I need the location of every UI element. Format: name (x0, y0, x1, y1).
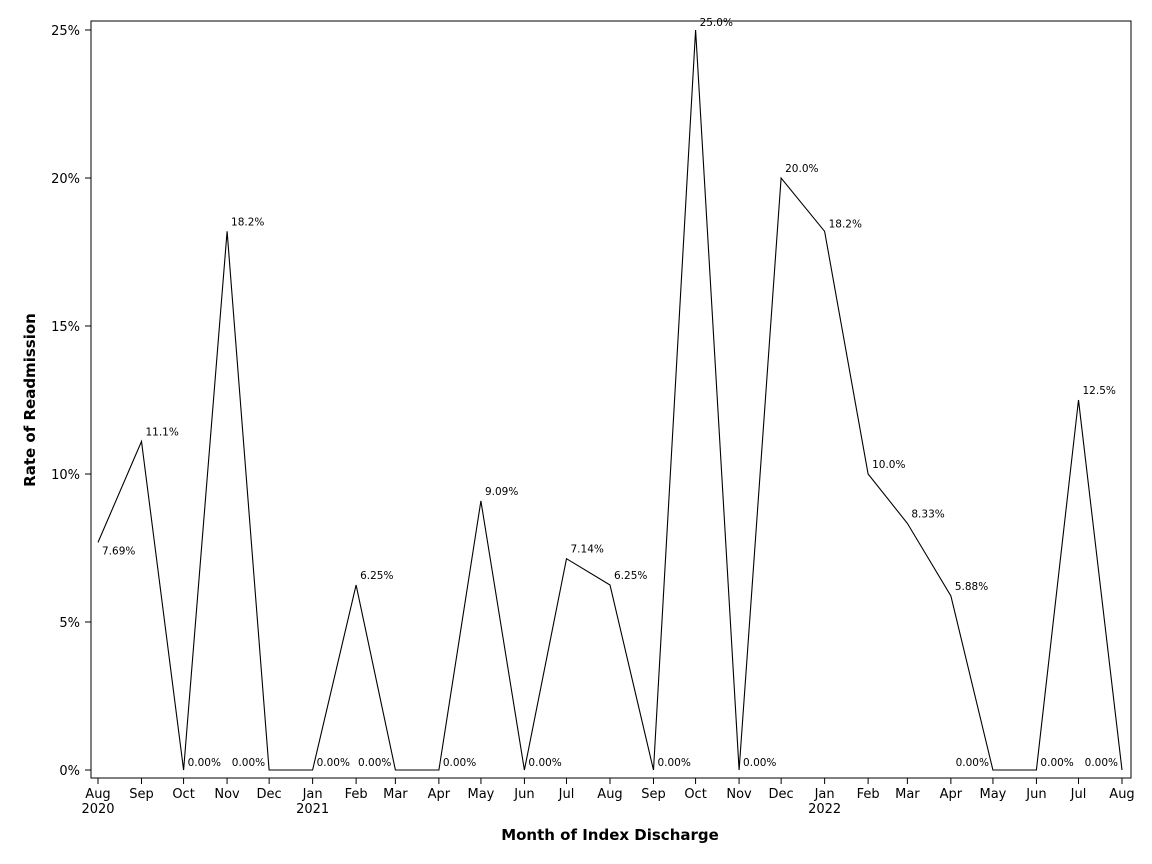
data-label: 0.00% (1040, 757, 1073, 769)
data-label: 0.00% (528, 757, 561, 769)
x-tick-label: Oct (172, 787, 194, 802)
x-tick-label: Jun (1025, 787, 1046, 802)
data-label: 10.0% (872, 459, 905, 471)
data-label: 7.69% (102, 545, 135, 557)
y-tick-label: 10% (51, 468, 80, 483)
x-tick-label: Jun (513, 787, 534, 802)
x-axis-title: Month of Index Discharge (501, 826, 719, 844)
series-line (97, 29, 1123, 771)
data-label: 0.00% (743, 757, 776, 769)
data-label: 9.09% (485, 486, 518, 498)
data-label: 0.00% (956, 757, 989, 769)
x-tick-label: Aug (1109, 787, 1134, 802)
x-tick-label: Apr (428, 787, 451, 802)
x-tick-label: Feb (345, 787, 368, 802)
x-year-label: 2020 (81, 802, 114, 817)
x-tick-label: Nov (726, 787, 752, 802)
x-tick-label: Jul (558, 787, 575, 802)
x-tick-label: Jan (302, 787, 323, 802)
x-tick-label: Dec (769, 787, 794, 802)
y-tick-label: 5% (59, 616, 80, 631)
data-label: 12.5% (1083, 385, 1116, 397)
data-label: 5.88% (955, 581, 988, 593)
data-label: 18.2% (231, 216, 264, 228)
data-label: 25.0% (700, 17, 733, 29)
x-tick-label: May (468, 787, 495, 802)
y-axis: 0% 5% 10% 15% 20% 25% (51, 24, 91, 779)
data-label: 0.00% (1085, 757, 1118, 769)
y-tick-label: 15% (51, 320, 80, 335)
x-tick-label: Mar (895, 787, 920, 802)
data-label: 0.00% (443, 757, 476, 769)
y-tick-label: 20% (51, 172, 80, 187)
x-tick-label: Aug (85, 787, 110, 802)
data-label: 8.33% (911, 508, 944, 520)
x-tick-label: Feb (857, 787, 880, 802)
y-tick-label: 25% (51, 24, 80, 39)
data-label: 0.00% (358, 757, 391, 769)
data-label: 20.0% (785, 163, 818, 175)
x-tick-label: Aug (597, 787, 622, 802)
x-tick-label: May (980, 787, 1007, 802)
x-tick-label: Sep (129, 787, 154, 802)
data-label: 6.25% (614, 570, 647, 582)
data-label: 6.25% (360, 570, 393, 582)
x-year-label: 2022 (808, 802, 841, 817)
x-tick-label: Mar (383, 787, 408, 802)
x-tick-label: Jan (814, 787, 835, 802)
y-axis-title: Rate of Readmission (21, 313, 39, 487)
x-tick-label: Oct (684, 787, 706, 802)
data-label: 0.00% (188, 757, 221, 769)
data-label: 0.00% (657, 757, 690, 769)
x-tick-label: Nov (214, 787, 240, 802)
data-label: 7.14% (571, 544, 604, 556)
x-tick-label: Sep (641, 787, 666, 802)
plot-frame (90, 20, 1132, 779)
x-year-label: 2021 (296, 802, 329, 817)
data-label: 11.1% (145, 426, 178, 438)
x-tick-label: Jul (1070, 787, 1087, 802)
data-label: 0.00% (232, 757, 265, 769)
data-labels: 7.69% 11.1% 0.00% 18.2% 0.00% 0.00% 6.25% 0.00%… (102, 17, 1118, 769)
x-tick-label: Dec (257, 787, 282, 802)
data-label: 18.2% (829, 218, 862, 230)
y-tick-label: 0% (59, 764, 80, 779)
data-label: 0.00% (317, 757, 350, 769)
x-tick-label: Apr (940, 787, 963, 802)
